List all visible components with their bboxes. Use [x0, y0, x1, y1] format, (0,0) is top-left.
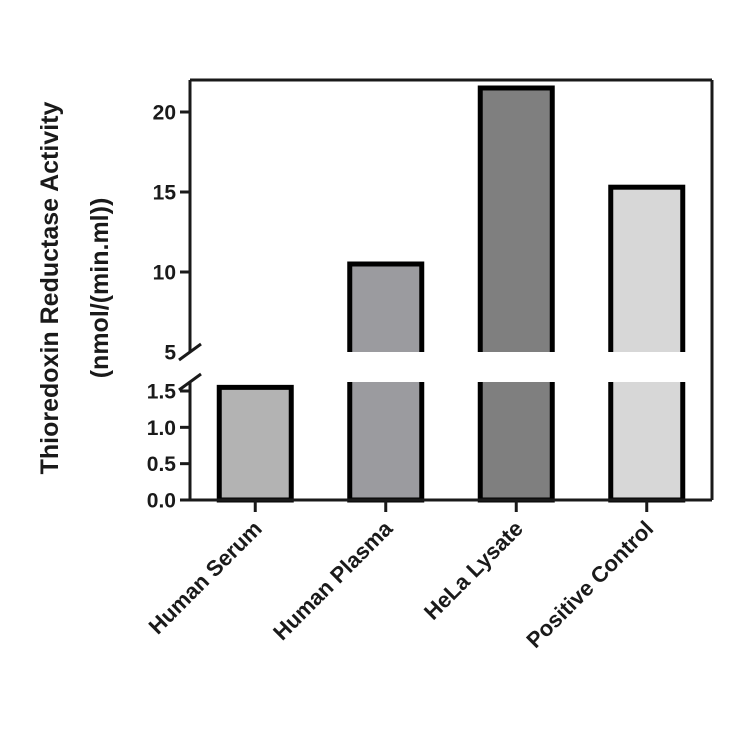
x-axis-ticks: Human Serum Human Plasma HeLa LysatePositi… — [144, 500, 658, 653]
y-tick-label-upper-1: 10 — [153, 262, 176, 285]
plot-frame — [178, 78, 714, 502]
x-tick-label-3: Positive Control — [521, 516, 658, 653]
x-tick-label-group-3: Positive Control — [521, 516, 658, 653]
y-axis-label: Thioredoxin Reductase Activity — [36, 102, 64, 475]
axis-break-mark-bottom — [178, 372, 202, 392]
y-tick-label-lower-3: 1.5 — [147, 381, 177, 404]
bar-hela-lysate — [477, 85, 555, 503]
x-tick-label-2: HeLa Lysate — [419, 516, 528, 625]
x-tick-label-group-1: Human Plasma — [268, 515, 398, 645]
y-axis-label-line2: (nmol/(min.ml)) — [86, 198, 114, 379]
y-tick-label-upper-0: 5 — [164, 342, 176, 365]
y-axis-label-units: (nmol/(min.ml)) — [86, 198, 114, 379]
x-tick-label-group-0: Human Serum — [144, 516, 267, 639]
bar-positive-control — [608, 184, 686, 503]
x-tick-label-0: Human Serum — [144, 516, 267, 639]
break-gap-band — [193, 352, 711, 382]
x-tick-label-1: Human Plasma — [268, 515, 398, 645]
y-tick-label-lower-2: 1.0 — [147, 417, 176, 440]
bars-group — [216, 85, 686, 503]
axis-break-mark-top — [178, 342, 202, 362]
bar-human-serum — [216, 384, 294, 503]
y-axis-label-line1: Thioredoxin Reductase Activity — [36, 102, 64, 475]
x-tick-label-group-2: HeLa Lysate — [419, 516, 528, 625]
y-tick-label-lower-1: 0.5 — [147, 453, 177, 476]
y-axis-ticks: 0.0 0.5 1.0 1.5 5 10 15 20 — [147, 102, 190, 513]
y-tick-label-upper-2: 15 — [153, 182, 177, 205]
y-tick-label-upper-3: 20 — [153, 102, 176, 125]
y-tick-label-lower-0: 0.0 — [147, 490, 176, 513]
axis-break-gap — [193, 352, 711, 382]
